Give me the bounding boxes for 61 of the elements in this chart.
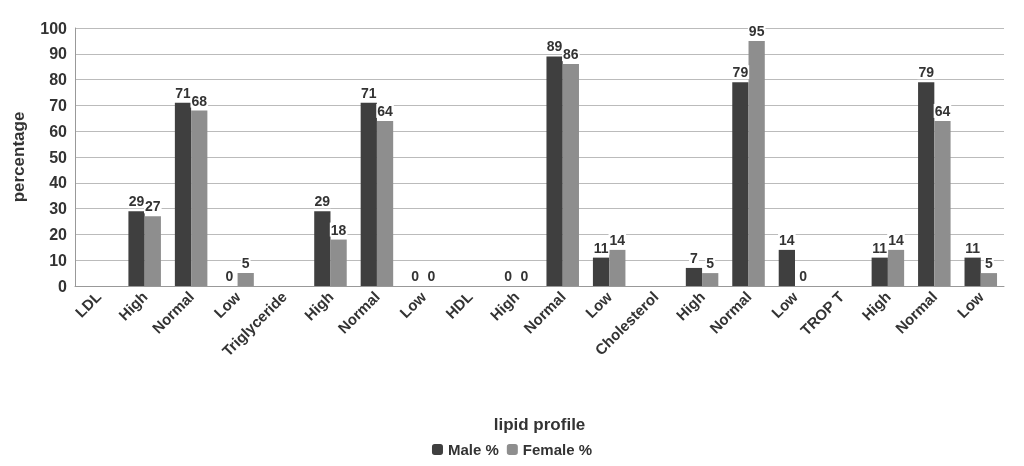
data-label: 64 bbox=[934, 102, 951, 119]
data-label: 0 bbox=[411, 268, 420, 284]
data-label: 79 bbox=[732, 64, 749, 81]
data-label: 29 bbox=[314, 193, 331, 210]
y-tick-label: 40 bbox=[49, 174, 68, 192]
x-tick-label: Low bbox=[953, 287, 988, 322]
data-label: 27 bbox=[145, 198, 161, 215]
bar bbox=[174, 102, 192, 286]
y-tick-label: 0 bbox=[58, 277, 68, 295]
data-label: 0 bbox=[799, 268, 808, 284]
bar bbox=[314, 211, 331, 286]
bar bbox=[546, 56, 563, 286]
y-tick-label: 70 bbox=[49, 96, 68, 114]
x-tick-label: LDL bbox=[71, 287, 105, 321]
y-tick-label: 20 bbox=[49, 225, 68, 243]
data-label: 29 bbox=[128, 193, 145, 210]
y-tick-label: 60 bbox=[49, 122, 68, 140]
data-label: 0 bbox=[427, 268, 436, 284]
y-tick-label: 100 bbox=[40, 19, 68, 37]
data-label: 71 bbox=[361, 84, 377, 101]
legend-label: Male % bbox=[447, 441, 499, 458]
bar bbox=[871, 257, 888, 286]
data-label: 11 bbox=[965, 239, 981, 256]
bar bbox=[778, 249, 795, 286]
data-label: 0 bbox=[520, 268, 529, 284]
data-label: 89 bbox=[546, 38, 563, 55]
bar bbox=[732, 82, 749, 286]
data-label: 14 bbox=[888, 231, 904, 248]
bar bbox=[128, 211, 145, 286]
data-label: 64 bbox=[377, 102, 394, 119]
data-label: 5 bbox=[985, 255, 994, 272]
data-label: 68 bbox=[191, 92, 208, 109]
bar bbox=[918, 82, 935, 286]
legend-label: Female % bbox=[522, 441, 593, 458]
data-label: 14 bbox=[779, 231, 795, 248]
data-label: 11 bbox=[593, 239, 609, 256]
data-label: 14 bbox=[609, 231, 626, 248]
bar bbox=[685, 267, 703, 286]
data-label: 0 bbox=[225, 268, 234, 284]
data-label: 86 bbox=[563, 46, 579, 63]
data-label: 18 bbox=[330, 221, 347, 238]
data-label: 5 bbox=[706, 255, 715, 272]
data-label: 95 bbox=[748, 22, 765, 39]
x-tick-label: HDL bbox=[442, 287, 476, 322]
y-tick-label: 50 bbox=[49, 148, 68, 166]
bar bbox=[360, 102, 377, 286]
data-label: 0 bbox=[504, 268, 513, 284]
y-tick-label: 30 bbox=[49, 200, 68, 218]
y-tick-label: 80 bbox=[49, 71, 68, 89]
x-tick-label: Low bbox=[767, 287, 802, 322]
bar bbox=[964, 257, 981, 286]
data-label: 5 bbox=[241, 255, 250, 272]
bar bbox=[592, 257, 610, 286]
data-label: 79 bbox=[918, 64, 935, 81]
data-label: 11 bbox=[872, 239, 888, 256]
y-tick-label: 10 bbox=[49, 251, 68, 269]
y-axis-title: percentage bbox=[9, 111, 28, 203]
y-tick-label: 90 bbox=[49, 45, 68, 63]
data-label: 71 bbox=[175, 84, 191, 101]
x-axis-title: lipid profile bbox=[493, 415, 586, 434]
data-label: 7 bbox=[690, 249, 699, 266]
